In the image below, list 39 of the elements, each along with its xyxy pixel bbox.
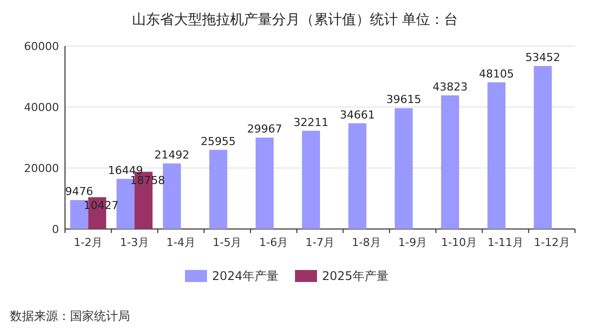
x-tick-label: 1-10月	[441, 236, 478, 249]
y-tick-label: 20000	[24, 162, 59, 175]
data-label: 29967	[247, 122, 282, 136]
bar	[394, 108, 413, 229]
legend-label: 2024年产量	[212, 269, 279, 283]
data-label: 39615	[386, 93, 422, 106]
bar	[162, 163, 181, 229]
x-tick-label: 1-5月	[212, 236, 242, 249]
source-note: 数据来源：国家统计局	[10, 309, 130, 323]
data-label: 16449	[108, 164, 144, 177]
legend-label: 2025年产量	[322, 269, 389, 283]
y-tick-label: 40000	[24, 101, 59, 114]
x-tick-label: 1-8月	[352, 236, 381, 249]
bar	[487, 82, 506, 229]
data-label: 48105	[478, 67, 514, 80]
y-tick-label: 0	[52, 223, 59, 236]
data-label: 32211	[294, 116, 328, 129]
bar	[534, 66, 552, 229]
data-label: 25955	[200, 134, 236, 148]
y-tick-label: 60000	[24, 40, 59, 53]
bar	[302, 130, 320, 229]
bar	[348, 123, 366, 229]
x-tick-label: 1-3月	[120, 236, 150, 249]
bar	[209, 150, 228, 229]
data-label: 53452	[525, 50, 560, 64]
x-tick-label: 1-11月	[487, 236, 524, 249]
bar	[256, 138, 274, 229]
bar	[441, 95, 460, 229]
x-tick-label: 1-9月	[398, 236, 428, 249]
x-tick-label: 1-6月	[259, 236, 288, 249]
data-label: 34661	[340, 108, 375, 122]
data-label: 9476	[65, 185, 94, 198]
x-tick-label: 1-4月	[166, 236, 196, 249]
data-label: 21492	[154, 148, 190, 162]
x-tick-label: 1-7月	[306, 236, 334, 249]
chart-title: 山东省大型拖拉机产量分月（累计值）统计 单位：台	[132, 12, 458, 28]
x-tick-label: 1-12月	[534, 236, 570, 249]
x-tick-label: 1-2月	[74, 236, 103, 249]
data-label: 43823	[432, 80, 468, 94]
